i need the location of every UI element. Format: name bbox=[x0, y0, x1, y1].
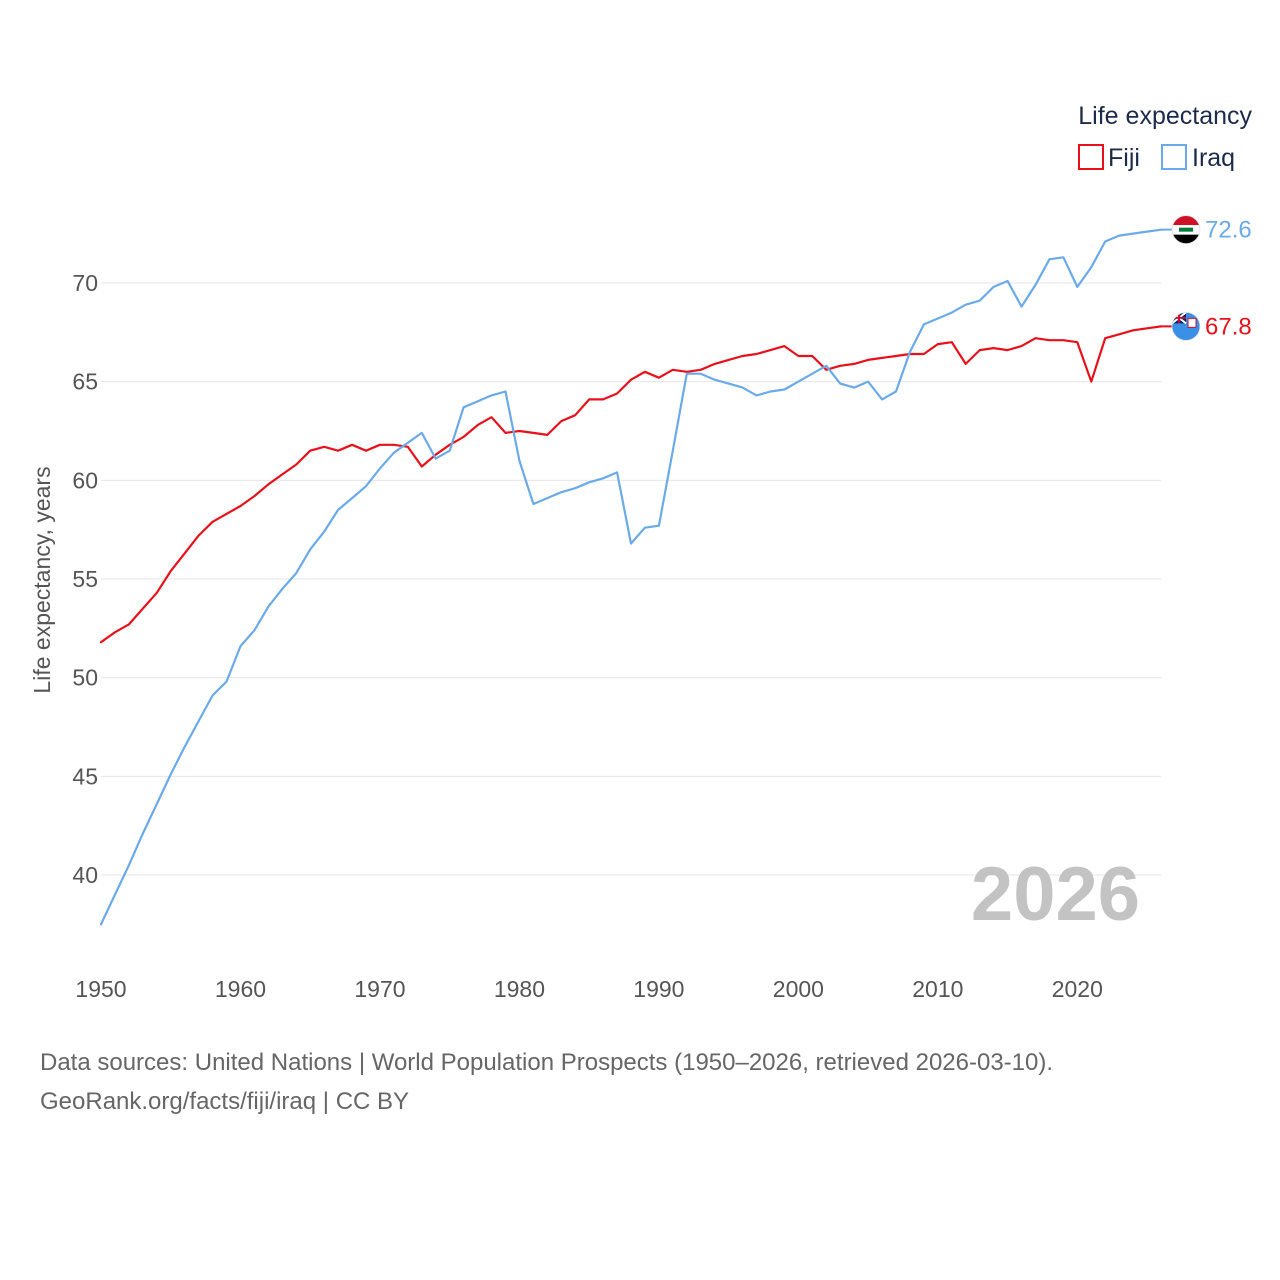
legend-label-iraq[interactable]: Iraq bbox=[1192, 144, 1235, 172]
x-tick-label: 2000 bbox=[773, 976, 824, 1002]
y-axis-ticks: 40 45 50 55 60 65 70 bbox=[72, 270, 98, 888]
data-source-text: Data sources: United Nations | World Pop… bbox=[40, 1049, 1054, 1076]
source-footer: Data sources: United Nations | World Pop… bbox=[40, 1043, 1053, 1121]
end-value-label-iraq: 72.6 bbox=[1205, 217, 1252, 244]
series-line-fiji[interactable] bbox=[99, 325, 1163, 644]
x-tick-label: 1950 bbox=[75, 976, 126, 1002]
grid-layer bbox=[101, 282, 1161, 876]
life-expectancy-chart: 40 45 50 55 60 65 70 1950 1960 1970 1980 1990 2000 2… bbox=[29, 102, 1252, 1002]
series-line-iraq[interactable] bbox=[99, 228, 1163, 926]
y-tick-label: 60 bbox=[72, 467, 98, 493]
year-watermark: 2026 bbox=[971, 852, 1140, 937]
legend-label-fiji[interactable]: Fiji bbox=[1108, 144, 1140, 172]
source-url-text[interactable]: GeoRank.org/facts/fiji/iraq | CC BY bbox=[40, 1088, 410, 1115]
y-tick-label: 65 bbox=[72, 369, 98, 395]
legend-title: Life expectancy bbox=[1078, 102, 1252, 130]
y-tick-label: 70 bbox=[72, 270, 98, 296]
x-tick-label: 1990 bbox=[633, 976, 684, 1002]
endpoint-layer: 67.8 72.6 bbox=[1161, 215, 1252, 341]
fiji-flag-icon bbox=[1171, 311, 1201, 341]
x-axis-ticks: 1950 1960 1970 1980 1990 2000 2010 2020 bbox=[75, 976, 1102, 1002]
legend-swatch-fiji[interactable] bbox=[1078, 144, 1104, 170]
y-tick-label: 55 bbox=[72, 566, 98, 592]
x-tick-label: 2010 bbox=[912, 976, 963, 1002]
legend: Life expectancy Fiji Iraq bbox=[1078, 102, 1252, 172]
y-axis-title: Life expectancy, years bbox=[29, 466, 55, 693]
x-tick-label: 2020 bbox=[1052, 976, 1103, 1002]
iraq-flag-icon bbox=[1171, 215, 1201, 245]
x-tick-label: 1980 bbox=[494, 976, 545, 1002]
x-tick-label: 1970 bbox=[354, 976, 405, 1002]
legend-swatch-iraq[interactable] bbox=[1161, 144, 1187, 170]
y-tick-label: 50 bbox=[72, 665, 98, 691]
series-layer bbox=[99, 228, 1163, 926]
end-value-label-fiji: 67.8 bbox=[1205, 313, 1252, 340]
y-tick-label: 40 bbox=[72, 862, 98, 888]
y-tick-label: 45 bbox=[72, 763, 98, 789]
x-tick-label: 1960 bbox=[215, 976, 266, 1002]
